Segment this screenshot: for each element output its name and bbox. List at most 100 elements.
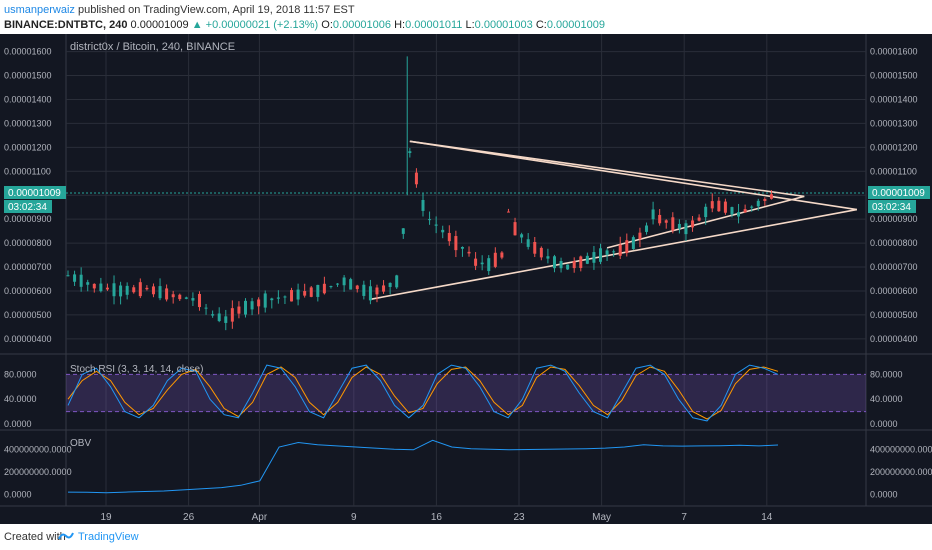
chart-svg[interactable]: 0.00001600 0.00001600 0.00001500 0.00001500… [0,34,932,524]
rsi-k-line [67,364,779,422]
candle-body [434,224,438,226]
open-value: 0.00001006 [332,19,392,31]
main-pane-title: district0x / Bitcoin, 240, BINANCE [70,41,235,53]
right-price-tag [868,186,930,199]
candle-body [414,172,418,185]
right-price-tag-text: 0.00001009 [872,188,925,199]
time-tick: 7 [681,512,687,523]
up-arrow-icon: ▲ [191,19,203,31]
candle-body [290,290,294,302]
candle-body [585,255,589,264]
high-value: 0.00001011 [405,19,463,31]
candle-body [66,275,70,277]
candle-body [73,274,77,282]
candle-body [322,283,326,294]
tradingview-logo-icon[interactable] [58,530,74,542]
candle-body [276,297,280,299]
candle-body [178,294,182,300]
price-tick-right: 0.00000800 [870,238,918,248]
price-tick-left: 0.00000400 [4,334,52,344]
obv-tick-left: 0.0000 [4,489,32,499]
candle-body [165,288,169,300]
price-change: +0.00000021 (+2.13%) [205,19,319,31]
time-tick: 19 [100,512,112,523]
footer: Created with TradingView [0,526,932,550]
price-tick-left: 0.00000700 [4,262,52,272]
candle-body [171,294,175,298]
candle-body [119,285,123,297]
candle-body [79,274,83,287]
candle-body [769,194,773,199]
price-tick-right: 0.00001500 [870,71,918,81]
candle-body [579,256,583,268]
candle-body [105,287,109,290]
candle-body [612,251,616,253]
candle-body [691,220,695,228]
candle-body [605,250,609,255]
rsi-tick-right: 0.0000 [870,419,898,429]
candle-body [217,313,221,322]
tradingview-brand-link[interactable]: TradingView [78,531,139,543]
price-tick-right: 0.00000600 [870,286,918,296]
candle-body [204,307,208,309]
price-tick-left: 0.00001400 [4,94,52,104]
time-tick: 14 [761,512,773,523]
candle-body [572,261,576,269]
candle-body [230,308,234,322]
candle-body [263,293,267,308]
price-tick-left: 0.00001300 [4,118,52,128]
created-with-text: Created with [4,531,66,543]
candle-body [467,251,471,254]
candle-body [191,298,195,301]
left-price-tag [4,186,66,199]
rsi-tick-right: 80.0000 [870,369,903,379]
candle-body [309,287,313,297]
candle-body [441,229,445,233]
rsi-tick-left: 0.0000 [4,419,32,429]
candle-body [132,287,136,293]
candle-body [421,200,425,211]
candle-body [533,242,537,254]
trendline-upper [409,140,858,211]
obv-tick-right: 0.0000 [870,489,898,499]
obv-tick-right: 200000000.0000 [870,467,932,477]
candle-body [184,297,188,299]
open-label: O: [321,19,333,31]
candle-body [552,256,556,269]
candle-body [592,252,596,263]
candle-body [520,234,524,238]
price-tick-right: 0.00001300 [870,118,918,128]
candle-body [710,201,714,209]
chart-area[interactable]: 0.00001600 0.00001600 0.00001500 0.00001500… [0,34,932,524]
candle-body [401,228,405,234]
candle-body [257,299,261,307]
candle-body [493,252,497,267]
candle-body [737,212,741,217]
candle-body [112,283,116,297]
candle-body [599,248,602,262]
candle-body [138,282,142,297]
candle-body [730,207,734,215]
candle-body [539,247,543,258]
candle-body [349,279,353,290]
right-countdown-tag [868,200,916,213]
candle-body [388,282,392,287]
rsi-pane-title: Stoch RSI (3, 3, 14, 14, close) [70,364,203,375]
candle-body [270,298,274,301]
ohlc-line: BINANCE:DNTBTC, 240 0.00001009 ▲ +0.0000… [4,19,605,31]
candle-body [316,284,320,297]
candle-body [329,286,333,288]
candle-body [645,225,649,232]
rsi-d-line [67,366,779,420]
price-tick-right: 0.00000900 [870,214,918,224]
author-link[interactable]: usmanperwaiz [4,4,75,16]
time-tick: 26 [183,512,195,523]
trendline-inner-upper [409,140,805,198]
candle-body [342,277,346,286]
candle-body [454,236,458,251]
candle-body [631,237,635,250]
candle-body [125,285,129,295]
candle-body [559,261,563,269]
candle-body [250,301,254,310]
candle-body [92,283,96,289]
